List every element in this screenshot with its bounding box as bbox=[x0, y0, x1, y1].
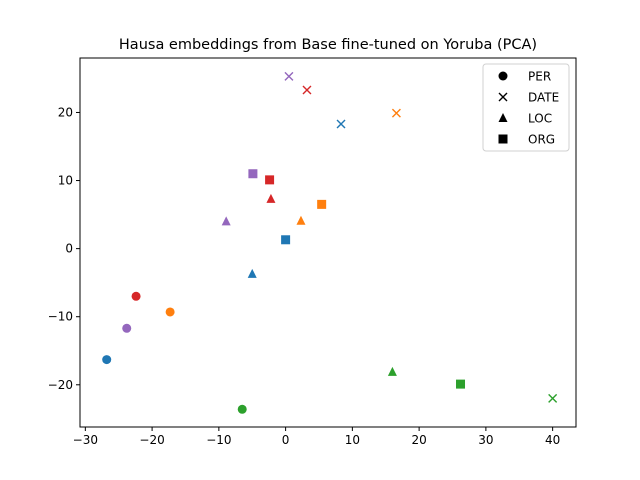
point-per-red bbox=[131, 291, 141, 301]
point-date-purple bbox=[284, 71, 294, 81]
axes-frame bbox=[79, 57, 577, 428]
point-loc-red bbox=[266, 193, 276, 203]
point-date-orange bbox=[391, 108, 401, 118]
x-tick-label: 20 bbox=[411, 433, 426, 447]
y-tick-label: 10 bbox=[58, 174, 73, 188]
legend-box bbox=[482, 63, 570, 152]
point-loc-green bbox=[387, 366, 397, 376]
point-org-red bbox=[265, 175, 275, 185]
point-loc-purple bbox=[221, 216, 231, 226]
axes-spines bbox=[79, 57, 577, 428]
legend-marker-date bbox=[498, 92, 508, 102]
chart-title: Hausa embeddings from Base fine-tuned on… bbox=[119, 37, 537, 53]
x-tick-label: −30 bbox=[73, 433, 98, 447]
point-per-green bbox=[237, 404, 247, 414]
x-tick-label: 40 bbox=[545, 433, 560, 447]
legend-marker-loc bbox=[498, 113, 508, 122]
point-org-green bbox=[456, 379, 466, 389]
y-tick-label: −20 bbox=[48, 378, 73, 392]
y-axis: −20 −10 0 10 20 bbox=[48, 105, 80, 392]
legend: PER DATE LOC ORG bbox=[482, 63, 570, 152]
point-per-orange bbox=[165, 307, 175, 317]
y-tick-label: 0 bbox=[65, 242, 73, 256]
x-tick-label: 0 bbox=[282, 433, 290, 447]
y-tick-label: 20 bbox=[58, 105, 73, 119]
point-date-red bbox=[302, 85, 312, 95]
x-tick-label: −10 bbox=[206, 433, 231, 447]
x-tick-label: −20 bbox=[139, 433, 164, 447]
legend-marker-org bbox=[498, 134, 508, 144]
point-loc-blue bbox=[247, 268, 257, 278]
point-org-purple bbox=[248, 169, 258, 179]
point-date-blue bbox=[336, 119, 346, 129]
legend-label-per: PER bbox=[528, 70, 551, 84]
plot-area bbox=[102, 71, 558, 414]
legend-label-loc: LOC bbox=[528, 112, 552, 126]
y-tick-label: −10 bbox=[48, 310, 73, 324]
point-loc-orange bbox=[296, 215, 306, 225]
legend-marker-per bbox=[498, 71, 508, 81]
point-date-green bbox=[548, 393, 558, 403]
legend-label-org: ORG bbox=[528, 133, 555, 147]
x-tick-label: 10 bbox=[345, 433, 360, 447]
point-org-orange bbox=[317, 199, 327, 209]
point-per-blue bbox=[102, 355, 112, 365]
point-org-blue bbox=[281, 235, 291, 245]
legend-label-date: DATE bbox=[528, 91, 559, 105]
point-per-purple bbox=[122, 323, 132, 333]
x-tick-label: 30 bbox=[478, 433, 493, 447]
x-axis: −30 −20 −10 0 10 20 30 40 bbox=[73, 427, 560, 447]
